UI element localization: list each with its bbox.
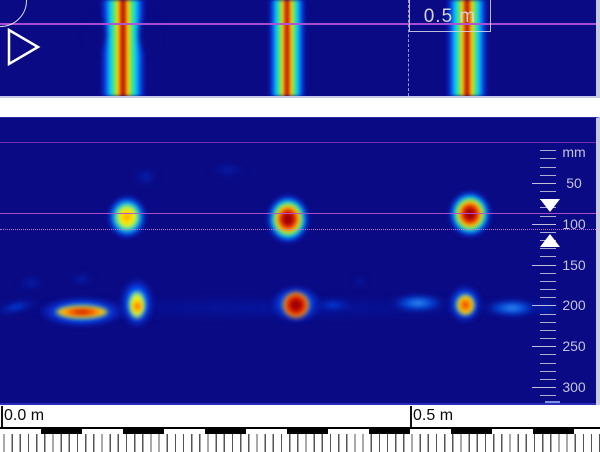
stripe-pinch <box>84 12 108 54</box>
plan-gridline <box>0 23 596 25</box>
depth-tick <box>540 166 556 168</box>
depth-tick <box>540 158 556 160</box>
depth-tick <box>540 378 556 380</box>
cross-section-panel: 50 100 150 200 250 300 mm <box>0 117 600 405</box>
position-marker-line <box>408 0 409 96</box>
heat-blob <box>448 190 492 238</box>
heat-blob <box>18 275 44 291</box>
depth-tick <box>540 321 556 323</box>
depth-tick <box>540 370 556 372</box>
panel-bottom-border <box>0 403 596 405</box>
depth-unit-label: mm <box>562 144 586 160</box>
depth-tick <box>540 395 556 397</box>
depth-cursor-line <box>0 213 596 214</box>
heat-blob <box>312 298 354 312</box>
depth-tick <box>540 256 556 258</box>
ruler-origin-tick <box>1 406 3 428</box>
depth-tick <box>540 297 556 299</box>
depth-label: 250 <box>562 338 586 355</box>
depth-tick <box>540 354 556 356</box>
depth-tick <box>532 264 556 266</box>
depth-tick <box>540 362 556 364</box>
depth-tick <box>540 215 556 217</box>
heat-blob <box>70 272 94 286</box>
heat-blob <box>282 291 310 319</box>
depth-label: 300 <box>562 379 586 395</box>
depth-tick <box>540 248 556 250</box>
ruler-tick-marks <box>0 434 600 452</box>
heat-blob <box>0 294 41 320</box>
heat-blob <box>54 305 110 319</box>
plan-view-panel: 0.5 m <box>0 0 600 98</box>
panel-bottom-indicator <box>545 401 560 403</box>
plan-stripe <box>446 0 488 96</box>
heat-blob <box>266 194 310 244</box>
depth-tick <box>540 174 556 176</box>
ruler-origin-label: 0.0 m <box>4 407 45 424</box>
depth-label: 200 <box>562 297 586 314</box>
depth-label: 50 <box>566 174 582 191</box>
depth-tick <box>540 272 556 274</box>
depth-tick <box>540 150 556 152</box>
depth-cursor-dotted-line <box>0 229 596 230</box>
plan-stripe <box>268 0 306 96</box>
depth-zero-line <box>0 142 596 143</box>
heat-blob <box>133 166 159 188</box>
depth-marker-up-icon[interactable] <box>540 234 560 247</box>
heat-blob <box>354 276 366 288</box>
position-marker-box: 0.5 m <box>409 0 491 32</box>
depth-tick <box>540 329 556 331</box>
depth-tick <box>532 387 556 388</box>
ruler-blocks <box>0 427 600 434</box>
depth-tick <box>532 182 556 184</box>
depth-tick <box>540 191 556 192</box>
distance-ruler: 0.0 m 0.5 m <box>0 405 600 452</box>
depth-marker-down-icon[interactable] <box>540 199 560 212</box>
heat-blob <box>107 195 147 239</box>
depth-label: 100 <box>562 215 586 232</box>
ruler-half-tick <box>410 406 412 428</box>
depth-tick <box>540 289 556 290</box>
heat-blob <box>209 163 247 177</box>
heat-blob <box>387 292 449 314</box>
heat-blob <box>131 299 143 313</box>
depth-tick <box>540 231 556 233</box>
depth-tick <box>540 313 556 315</box>
depth-tick <box>540 338 556 339</box>
heat-blob <box>455 294 475 316</box>
depth-tick <box>540 280 556 282</box>
plan-stripe <box>100 0 146 96</box>
ruler-half-label: 0.5 m <box>413 407 454 424</box>
depth-tick <box>532 346 556 348</box>
sensor-position-triangle-icon <box>7 27 41 67</box>
position-marker-label: 0.5 m <box>423 6 477 27</box>
depth-label: 150 <box>562 256 586 273</box>
stripe-pinch <box>137 14 161 56</box>
depth-tick <box>532 305 556 307</box>
depth-tick <box>532 223 556 225</box>
